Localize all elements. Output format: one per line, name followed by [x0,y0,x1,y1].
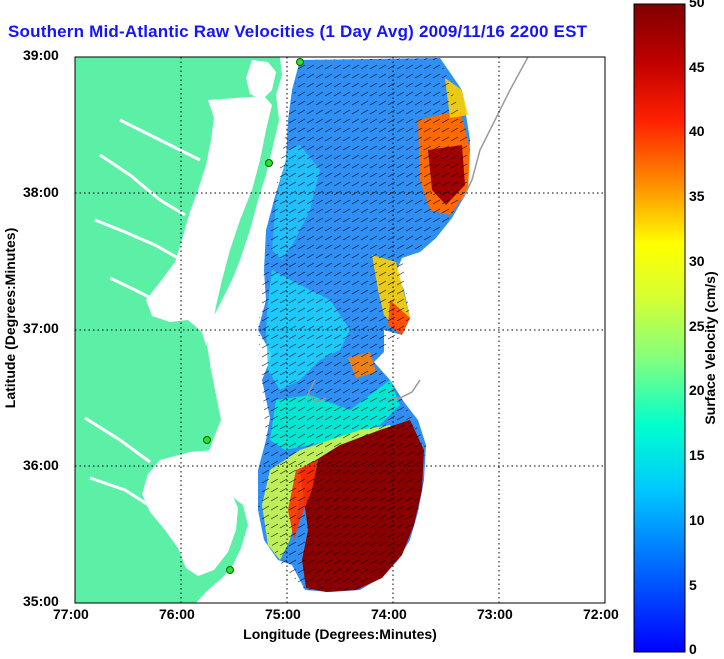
x-axis-label: Longitude (Degrees:Minutes) [243,626,437,642]
plot-frame [74,56,606,604]
chesapeake-bay [146,96,272,346]
colorbar-tick-label: 15 [689,447,705,463]
colorbar-tick-label: 20 [689,382,705,398]
grid-lines [75,57,605,603]
colorbar-tick-label: 5 [689,577,697,593]
radar-sites [203,58,304,574]
y-tick-label: 36:00 [23,457,59,473]
colorbar-tick-label: 0 [689,641,697,657]
x-tick-label: 72:00 [583,606,619,622]
colorbar-label: Surface Velocity (cm/s) [702,271,718,425]
x-tick-label: 74:00 [371,606,407,622]
x-tick-label: 73:00 [477,606,513,622]
y-tick-label: 39:00 [23,47,59,63]
colorbar [633,3,686,653]
rivers [84,118,201,508]
delaware-bay [246,60,276,100]
velocity-field [258,58,470,592]
x-tick-label: 75:00 [265,606,301,622]
colorbar-tick-label: 10 [689,512,705,528]
y-axis-label: Latitude (Degrees:Minutes) [2,227,18,409]
colorbar-tick-label: 25 [689,318,705,334]
pamlico-sound [142,450,238,576]
map-title: Southern Mid-Atlantic Raw Velocities (1 … [8,22,588,41]
y-tick-label: 37:00 [23,320,59,336]
x-tick-label: 77:00 [53,606,89,622]
colorbar-tick-label: 40 [689,123,705,139]
y-tick-label: 38:00 [23,184,59,200]
colorbar-tick-label: 50 [689,0,705,10]
colorbar-tick-label: 30 [689,253,705,269]
x-tick-label: 76:00 [159,606,195,622]
y-tick-label: 35:00 [23,593,59,609]
colorbar-tick-label: 45 [689,59,705,75]
colorbar-tick-label: 35 [689,188,705,204]
